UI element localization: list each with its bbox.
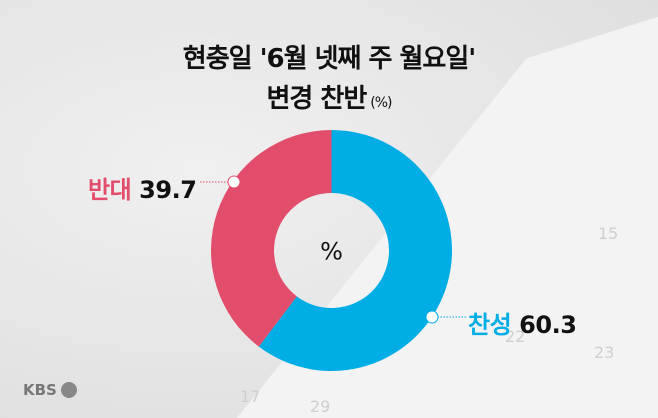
- calendar-number: 17: [240, 387, 261, 406]
- slice-support: [258, 130, 453, 371]
- calendar-number: 22: [505, 327, 526, 346]
- center-label: %: [320, 238, 343, 266]
- chart-title-line2: 변경 찬반 (%): [0, 78, 658, 115]
- data-label: 60.3: [519, 311, 577, 339]
- kbs-logo: KBS: [23, 381, 77, 399]
- label-oppose: 반대 39.7: [88, 170, 197, 205]
- unit-label: (%): [370, 95, 392, 111]
- logo-icon: [60, 382, 77, 398]
- data-label: 39.7: [139, 176, 197, 204]
- leader-support-dot: [425, 310, 439, 324]
- logo-text: KBS: [23, 381, 57, 399]
- slice-oppose: [210, 130, 332, 347]
- category-label: 찬성: [468, 311, 512, 339]
- calendar-number: 29: [310, 397, 331, 416]
- category-label: 반대: [88, 176, 132, 204]
- title-text: 변경 찬반: [266, 84, 368, 114]
- leader-oppose-dot: [227, 175, 241, 189]
- chart-title-line1: 현충일 '6월 넷째 주 월요일': [182, 44, 476, 74]
- label-support: 찬성 60.3: [468, 305, 577, 340]
- calendar-number: 15: [598, 224, 619, 243]
- calendar-number: 23: [594, 343, 615, 362]
